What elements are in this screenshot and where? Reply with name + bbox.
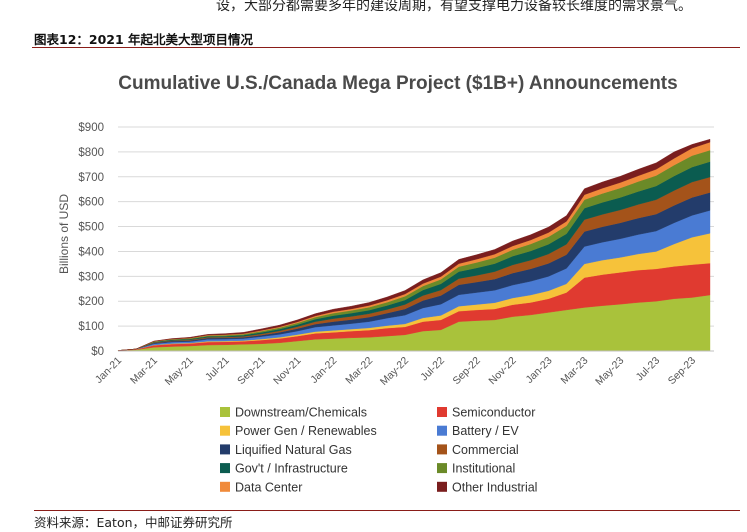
x-tick-label: May-21: [163, 355, 196, 388]
stacked-area-chart: Cumulative U.S./Canada Mega Project ($1B…: [57, 73, 714, 494]
legend-swatch: [220, 481, 230, 492]
x-tick-label: Nov-21: [271, 355, 304, 388]
y-tick-label: $600: [78, 197, 104, 209]
y-tick-label: $500: [78, 222, 104, 234]
x-tick-label: May-22: [378, 355, 411, 388]
y-tick-label: $100: [78, 321, 104, 333]
y-tick-label: $300: [78, 271, 104, 283]
x-tick-label: Nov-22: [486, 355, 519, 388]
x-tick-label: Mar-23: [559, 355, 591, 387]
y-tick-label: $800: [78, 147, 104, 159]
figure-caption: 图表12：2021 年起北美大型项目情况: [32, 25, 740, 48]
x-tick-label: Mar-21: [128, 355, 160, 387]
legend-label: Semiconductor: [452, 406, 535, 420]
legend-label: Data Center: [235, 480, 302, 494]
y-axis-label: Billions of USD: [57, 194, 71, 274]
area-series-group: [117, 138, 711, 352]
legend-label: Downstream/Chemicals: [235, 406, 367, 420]
legend-label: Gov't / Infrastructure: [235, 462, 348, 476]
legend-label: Battery / EV: [452, 424, 519, 438]
figure-caption-text: 图表12：2021 年起北美大型项目情况: [34, 32, 254, 47]
legend-swatch: [220, 425, 230, 436]
legend-swatch: [437, 481, 447, 492]
legend-swatch: [220, 407, 230, 417]
x-tick-label: Sep-23: [666, 355, 699, 388]
x-tick-label: Jul-22: [418, 355, 447, 384]
legend-swatch: [437, 463, 447, 474]
legend-label: Commercial: [452, 443, 519, 457]
x-tick-label: Sep-22: [450, 355, 483, 388]
legend-swatch: [437, 444, 447, 455]
source-note: 资料来源：Eaton，中邮证券研究所: [34, 510, 740, 530]
x-tick-label: Sep-21: [235, 355, 268, 388]
x-tick-label: Jan-21: [93, 355, 124, 386]
legend-label: Other Industrial: [452, 480, 537, 494]
x-tick-label: Jul-21: [203, 355, 232, 384]
chart-container: Cumulative U.S./Canada Mega Project ($1B…: [32, 48, 740, 504]
x-tick-label: Mar-22: [343, 355, 375, 387]
y-tick-label: $700: [78, 172, 104, 184]
y-tick-label: $900: [78, 122, 104, 134]
legend-label: Institutional: [452, 462, 515, 476]
legend-label: Power Gen / Renewables: [235, 424, 377, 438]
x-tick-label: Jul-23: [634, 355, 663, 384]
grid-lines: [118, 126, 714, 327]
legend: Downstream/Chemicals Semiconductor Power G…: [220, 406, 537, 494]
y-tick-label: $400: [78, 246, 104, 258]
top-text: 设，大部分都需要多年的建设周期，有望支撑电力设备较长维度的需求景气。: [216, 0, 692, 14]
legend-swatch: [220, 463, 230, 474]
area-series-10: [117, 138, 711, 351]
y-tick-label: $0: [91, 346, 104, 358]
x-tick-label: May-23: [593, 355, 626, 388]
y-tick-label: $200: [78, 296, 104, 308]
chart-title: Cumulative U.S./Canada Mega Project ($1B…: [118, 73, 677, 94]
legend-swatch: [220, 444, 230, 455]
legend-label: Liquified Natural Gas: [235, 443, 352, 457]
x-tick-label: Jan-22: [308, 355, 339, 386]
legend-swatch: [437, 425, 447, 436]
x-tick-label: Jan-23: [523, 355, 554, 386]
previous-page-text: 设，大部分都需要多年的建设周期，有望支撑电力设备较长维度的需求景气。: [0, 0, 747, 16]
legend-swatch: [437, 407, 447, 417]
